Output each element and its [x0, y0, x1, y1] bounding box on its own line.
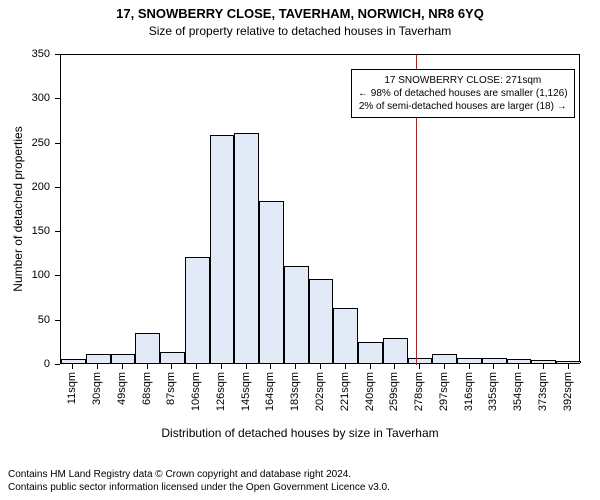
x-tick-label: 221sqm: [339, 372, 351, 411]
x-tick-label: 30sqm: [91, 372, 103, 405]
annotation-box: 17 SNOWBERRY CLOSE: 271sqm ← 98% of deta…: [351, 69, 575, 118]
histogram-bar: [383, 338, 408, 363]
histogram-bar: [160, 352, 185, 364]
x-tick-mark: [493, 364, 494, 369]
histogram-bar: [135, 333, 160, 363]
x-tick-mark: [370, 364, 371, 369]
histogram-bar: [432, 354, 457, 363]
x-tick-label: 373sqm: [537, 372, 549, 411]
x-tick-label: 240sqm: [364, 372, 376, 411]
x-tick-label: 126sqm: [215, 372, 227, 411]
histogram-bar: [210, 135, 235, 363]
histogram-bar: [457, 358, 482, 363]
x-tick-label: 278sqm: [413, 372, 425, 411]
x-tick-mark: [394, 364, 395, 369]
x-tick-label: 183sqm: [289, 372, 301, 411]
histogram-bar: [284, 266, 309, 363]
x-tick-mark: [270, 364, 271, 369]
footer-line-1: Contains HM Land Registry data © Crown c…: [8, 469, 390, 482]
y-tick-label: 300: [0, 92, 50, 104]
annotation-line-3: 2% of semi-detached houses are larger (1…: [358, 100, 568, 113]
footer-line-2: Contains public sector information licen…: [8, 482, 390, 495]
y-tick-label: 200: [0, 181, 50, 193]
histogram-bar: [86, 354, 111, 363]
y-tick-label: 350: [0, 48, 50, 60]
y-tick-label: 50: [0, 314, 50, 326]
plot-area: 17 SNOWBERRY CLOSE: 271sqm ← 98% of deta…: [60, 54, 580, 364]
x-tick-label: 11sqm: [66, 372, 78, 404]
x-tick-label: 335sqm: [487, 372, 499, 411]
x-tick-mark: [518, 364, 519, 369]
x-tick-label: 202sqm: [314, 372, 326, 411]
x-tick-label: 68sqm: [141, 372, 153, 405]
histogram-bar: [259, 201, 284, 363]
x-tick-mark: [543, 364, 544, 369]
y-tick-mark: [55, 364, 60, 365]
x-tick-mark: [221, 364, 222, 369]
subtitle: Size of property relative to detached ho…: [0, 24, 600, 38]
x-tick-mark: [97, 364, 98, 369]
histogram-bar: [61, 359, 86, 363]
x-tick-mark: [72, 364, 73, 369]
y-tick-label: 150: [0, 225, 50, 237]
x-tick-mark: [444, 364, 445, 369]
x-tick-label: 106sqm: [190, 372, 202, 411]
x-tick-mark: [196, 364, 197, 369]
x-tick-label: 297sqm: [438, 372, 450, 411]
x-tick-label: 87sqm: [165, 372, 177, 405]
annotation-line-2: ← 98% of detached houses are smaller (1,…: [358, 87, 568, 100]
x-tick-mark: [147, 364, 148, 369]
histogram-bar: [482, 358, 507, 363]
histogram-bar: [185, 257, 210, 363]
x-tick-label: 259sqm: [388, 372, 400, 411]
x-tick-label: 49sqm: [116, 372, 128, 405]
y-axis-label: Number of detached properties: [11, 126, 25, 291]
y-tick-label: 250: [0, 137, 50, 149]
histogram-bar: [234, 133, 259, 363]
histogram-bar: [408, 358, 433, 363]
y-tick-label: 100: [0, 269, 50, 281]
x-tick-label: 316sqm: [463, 372, 475, 411]
x-tick-label: 354sqm: [512, 372, 524, 411]
y-tick-label: 0: [0, 358, 50, 370]
x-tick-mark: [345, 364, 346, 369]
x-tick-mark: [171, 364, 172, 369]
footer: Contains HM Land Registry data © Crown c…: [8, 469, 390, 494]
histogram-bar: [111, 354, 136, 363]
histogram-bar: [531, 360, 556, 363]
histogram-bar: [556, 361, 581, 363]
histogram-bar: [358, 342, 383, 363]
x-tick-mark: [295, 364, 296, 369]
x-tick-mark: [320, 364, 321, 369]
x-tick-mark: [469, 364, 470, 369]
address-title: 17, SNOWBERRY CLOSE, TAVERHAM, NORWICH, …: [0, 6, 600, 21]
x-tick-mark: [122, 364, 123, 369]
x-axis-label: Distribution of detached houses by size …: [0, 426, 600, 440]
histogram-bar: [333, 308, 358, 363]
x-tick-mark: [568, 364, 569, 369]
histogram-chart: Number of detached properties 0 50 100 150 2…: [0, 44, 600, 454]
x-tick-mark: [419, 364, 420, 369]
x-tick-mark: [246, 364, 247, 369]
annotation-line-1: 17 SNOWBERRY CLOSE: 271sqm: [358, 74, 568, 87]
x-tick-label: 145sqm: [240, 372, 252, 411]
x-tick-label: 164sqm: [264, 372, 276, 411]
histogram-bar: [507, 359, 532, 363]
histogram-bar: [309, 279, 334, 363]
x-tick-label: 392sqm: [562, 372, 574, 411]
